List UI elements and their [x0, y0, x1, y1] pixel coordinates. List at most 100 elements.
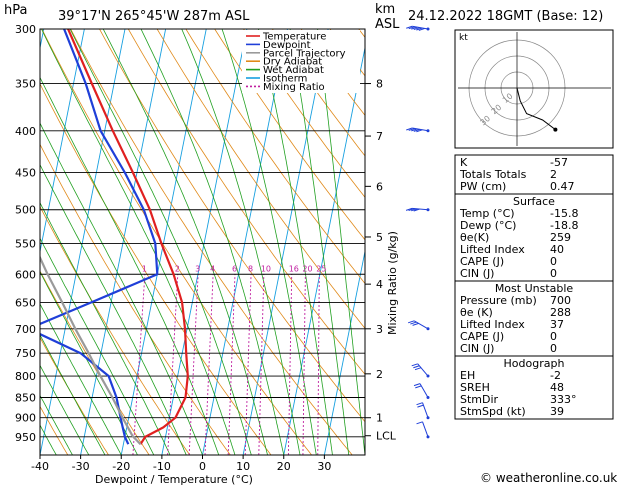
dry-adiabat-line: [185, 29, 365, 285]
wind-barb-flag: [416, 421, 423, 425]
mixing-ratio-label: 3: [195, 264, 200, 273]
index-name: θe(K): [460, 231, 489, 244]
mixing-ratio-label: 4: [210, 264, 215, 273]
indices-panel: K -57 Totals Totals 2 PW (cm) 0.47 SurfaceTemp…: [454, 154, 614, 420]
index-name: CAPE (J): [460, 255, 504, 268]
altitude-tick-label: 4: [376, 278, 383, 291]
wind-barb-staff: [412, 127, 429, 132]
wind-barb-base: [426, 208, 430, 212]
wind-barb-flag: [407, 320, 415, 324]
index-name: Pressure (mb): [460, 294, 537, 307]
altitude-tick-label: 5: [376, 231, 383, 244]
pressure-tick-label: 600: [15, 268, 36, 281]
index-name: StmDir: [460, 393, 499, 406]
wind-barb-flag: [406, 127, 413, 131]
index-value: 0: [550, 255, 557, 268]
mixing-ratio-line: [227, 274, 236, 455]
wind-barb-base: [426, 416, 430, 420]
mixing-ratio-label: 6: [232, 264, 237, 273]
series-line-temperature: [67, 29, 189, 445]
legend-label: Mixing Ratio: [263, 82, 325, 93]
index-value: 39: [550, 405, 564, 418]
legend-label: Isotherm: [263, 74, 307, 85]
pressure-tick-label: 850: [15, 391, 36, 404]
wind-barb: [405, 207, 430, 212]
index-value: 0.47: [550, 180, 575, 193]
temperature-tick-label: 30: [317, 460, 331, 473]
wind-barb-flag: [418, 27, 426, 31]
altitude-tick-label: 7: [376, 130, 383, 143]
watermark: © weatheronline.co.uk: [480, 471, 617, 485]
wind-barb-flag: [411, 26, 418, 30]
pressure-tick-label: 450: [15, 166, 36, 179]
index-name: Totals Totals: [459, 168, 527, 181]
wind-barb-flag: [408, 208, 415, 212]
index-value: -2: [550, 369, 561, 382]
temperature-tick-label: 10: [236, 460, 250, 473]
hodograph-kt-label: kt: [459, 33, 468, 43]
index-value: 259: [550, 231, 571, 244]
wind-barb-flag: [414, 367, 422, 371]
wind-barb: [416, 421, 430, 439]
indices-section-header: Hodograph: [504, 357, 565, 370]
km-label: km: [375, 2, 395, 17]
wet-adiabat-line: [40, 394, 73, 455]
index-name: Lifted Index: [460, 318, 525, 331]
index-name: Temp (°C): [459, 207, 515, 220]
asl-label: ASL: [375, 17, 400, 32]
wind-barb-flag: [415, 385, 422, 389]
wind-barb: [406, 127, 430, 133]
wind-barb-flag: [410, 321, 417, 325]
wet-adiabat-line: [40, 364, 90, 455]
mixing-ratio-line: [167, 274, 179, 455]
wind-barb-base: [426, 435, 430, 439]
hodograph-frame: [454, 29, 614, 149]
pressure-tick-label: 500: [15, 204, 36, 217]
indices-section-header: Most Unstable: [495, 282, 574, 295]
x-axis-label: Dewpoint / Temperature (°C): [95, 473, 253, 486]
mixing-ratio-label: 25: [316, 264, 326, 273]
series-line-dewpoint: [40, 29, 159, 445]
wind-barb-base: [426, 327, 430, 331]
pressure-tick-label: 950: [15, 431, 36, 444]
index-value: 48: [550, 381, 564, 394]
index-name: EH: [460, 369, 475, 382]
mixing-ratio-label: 16: [289, 264, 299, 273]
wet-adiabat-line: [40, 334, 106, 455]
wind-barb-base: [426, 129, 430, 133]
isotherm-line: [323, 249, 365, 455]
index-value: 700: [550, 294, 571, 307]
wind-barb-staff: [412, 25, 429, 30]
index-value: 37: [550, 318, 564, 331]
wind-barb-staff: [422, 421, 429, 438]
mixing-ratio-label: 10: [261, 264, 271, 273]
legend-background: [242, 30, 360, 93]
wind-barb-flag: [411, 208, 418, 212]
index-name: Lifted Index: [460, 243, 525, 256]
mixing-ratio-label: 2: [175, 264, 180, 273]
temperature-tick-label: 20: [277, 460, 291, 473]
indices-box: [454, 193, 614, 282]
index-value: 288: [550, 306, 571, 319]
mixing-ratio-axis-label: Mixing Ratio (g/kg): [386, 231, 399, 335]
isotherm-line: [283, 45, 365, 455]
wind-barb-flag: [411, 128, 418, 132]
temperature-tick-label: -20: [112, 460, 130, 473]
temperature-tick-label: -10: [153, 460, 171, 473]
index-value: 0: [550, 267, 557, 280]
temperature-tick-label: 0: [199, 460, 206, 473]
indices-box: [454, 355, 614, 420]
index-value: 2: [550, 168, 557, 181]
wind-barb: [416, 402, 430, 420]
wind-barb-staff: [412, 207, 429, 211]
wind-barb-base: [426, 27, 430, 31]
mixing-ratio-label: 8: [248, 264, 253, 273]
pressure-tick-label: 350: [15, 78, 36, 91]
isotherm-line: [161, 29, 248, 455]
legend-label: Dewpoint: [263, 40, 311, 51]
hodograph-endpoint: [553, 127, 558, 132]
altitude-tick-label: 2: [376, 368, 383, 381]
index-name: StmSpd (kt): [460, 405, 526, 418]
